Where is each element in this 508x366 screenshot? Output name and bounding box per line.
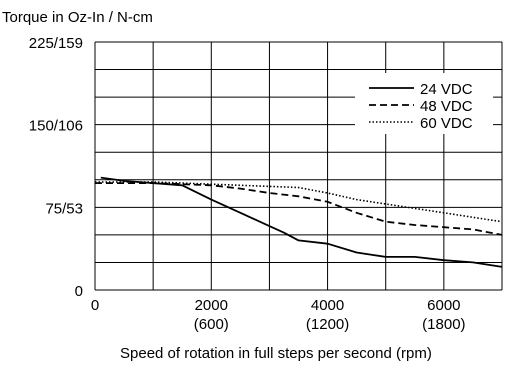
y-tick-label: 75/53 xyxy=(45,200,83,217)
x-tick-sublabel: (1800) xyxy=(422,316,465,333)
x-tick-label: 2000 xyxy=(195,297,228,314)
chart-title: Torque in Oz-In / N-cm xyxy=(2,9,153,26)
series-lines xyxy=(95,176,503,268)
x-tick-sublabel: (600) xyxy=(194,316,229,333)
legend-label-60-vdc: 60 VDC xyxy=(420,115,473,132)
x-axis-tick-labels: 0 2000 (600) 4000 (1200) 6000 (1800) xyxy=(91,297,466,333)
legend: 24 VDC 48 VDC 60 VDC xyxy=(355,73,493,134)
x-tick-label: 4000 xyxy=(311,297,344,314)
x-tick-label: 6000 xyxy=(427,297,460,314)
series-line-60-vdc xyxy=(95,181,503,223)
x-tick-sublabel: (1200) xyxy=(306,316,349,333)
y-tick-label: 150/106 xyxy=(29,118,83,135)
legend-box xyxy=(355,73,493,134)
x-axis-label: Speed of rotation in full steps per seco… xyxy=(120,345,432,362)
y-tick-label: 225/159 xyxy=(29,35,83,52)
series-line-48-vdc xyxy=(95,182,503,236)
legend-label-24-vdc: 24 VDC xyxy=(420,81,473,98)
y-axis-tick-labels: 0 75/53 150/106 225/159 xyxy=(29,35,83,300)
series-line-24-vdc xyxy=(100,176,503,268)
legend-label-48-vdc: 48 VDC xyxy=(420,98,473,115)
y-tick-label: 0 xyxy=(75,283,83,300)
x-tick-label: 0 xyxy=(91,297,99,314)
